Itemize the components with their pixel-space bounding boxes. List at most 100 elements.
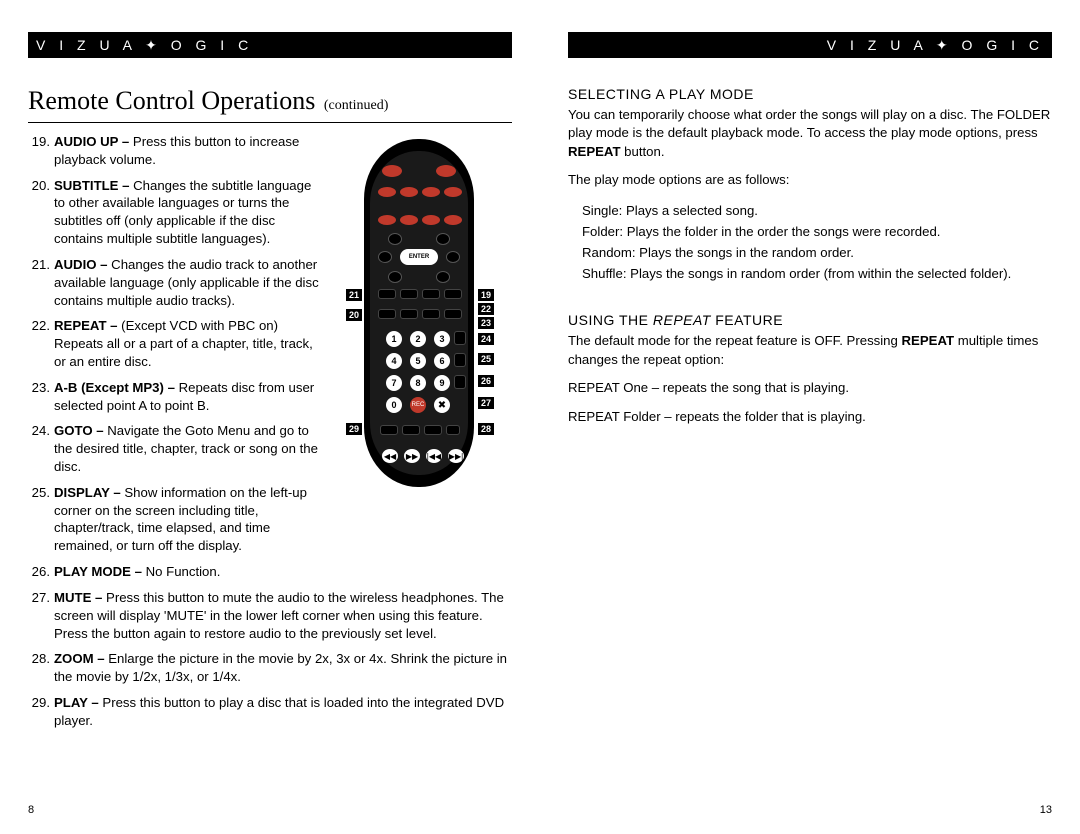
- instruction-item: 20.SUBTITLE – Changes the subtitle langu…: [28, 177, 324, 248]
- fr-btn: ◀◀: [382, 449, 398, 463]
- instruction-item: 23.A-B (Except MP3) – Repeats disc from …: [28, 379, 324, 415]
- callout-24: 24: [478, 333, 494, 345]
- instruction-item: 27.MUTE – Press this button to mute the …: [28, 589, 512, 642]
- key-6: 6: [434, 353, 450, 369]
- instruction-item: 25.DISPLAY – Show information on the lef…: [28, 484, 324, 555]
- item-body: PLAY – Press this button to play a disc …: [54, 694, 512, 730]
- item-label: PLAY –: [54, 695, 99, 710]
- item-label: AUDIO UP –: [54, 134, 129, 149]
- key-1: 1: [386, 331, 402, 347]
- prev-btn: |◀◀: [426, 449, 442, 463]
- manual-page-left: V I Z U A ✦ O G I C Remote Control Opera…: [0, 0, 540, 834]
- text-fragment: The default mode for the repeat feature …: [568, 333, 902, 348]
- playmode-paragraph-1: You can temporarily choose what order th…: [568, 106, 1052, 161]
- select-btn-3: [422, 215, 440, 225]
- callout-19: 19: [478, 289, 494, 301]
- instruction-item: 28.ZOOM – Enlarge the picture in the mov…: [28, 650, 512, 686]
- repeat-btn: [422, 309, 440, 319]
- page-title-continued: (continued): [324, 98, 389, 113]
- italic-repeat: REPEAT: [653, 312, 711, 328]
- play-btn: [380, 425, 398, 435]
- text-fragment: You can temporarily choose what order th…: [568, 107, 1050, 140]
- two-column-wrap: 19.AUDIO UP – Press this button to incre…: [28, 133, 512, 563]
- callout-29: 29: [346, 423, 362, 435]
- item-number: 25.: [28, 484, 54, 555]
- key-4: 4: [386, 353, 402, 369]
- item-text: Enlarge the picture in the movie by 2x, …: [54, 651, 507, 684]
- zoom-btn: [436, 165, 456, 177]
- item-body: AUDIO – Changes the audio track to anoth…: [54, 256, 324, 309]
- eject-btn: [444, 215, 462, 225]
- audio-up-btn: [444, 289, 462, 299]
- pause-btn: [424, 425, 442, 435]
- item-label: DISPLAY –: [54, 485, 121, 500]
- repeat-paragraph-3: REPEAT Folder – repeats the folder that …: [568, 408, 1052, 426]
- item-number: 22.: [28, 317, 54, 370]
- text-fragment: USING THE: [568, 312, 653, 328]
- instruction-list-top: 19.AUDIO UP – Press this button to incre…: [28, 133, 324, 555]
- key-7: 7: [386, 375, 402, 391]
- item-number: 28.: [28, 650, 54, 686]
- item-text: Press this button to play a disc that is…: [54, 695, 504, 728]
- select-btn-1: [378, 187, 396, 197]
- instruction-text-column: 19.AUDIO UP – Press this button to incre…: [28, 133, 324, 563]
- instruction-item: 29.PLAY – Press this button to play a di…: [28, 694, 512, 730]
- manual-page-right: V I Z U A ✦ O G I C SELECTING A PLAY MOD…: [540, 0, 1080, 834]
- nav-dn-l: [388, 271, 402, 283]
- brand-header-left: V I Z U A ✦ O G I C: [28, 32, 512, 58]
- item-number: 23.: [28, 379, 54, 415]
- instruction-item: 26.PLAY MODE – No Function.: [28, 563, 512, 581]
- item-text: Press this button to mute the audio to t…: [54, 590, 504, 641]
- bold-repeat-1: REPEAT: [568, 144, 621, 159]
- callout-22: 22: [478, 303, 494, 315]
- playmode-option: Folder: Plays the folder in the order th…: [582, 221, 1052, 242]
- down-btn-1: [400, 187, 418, 197]
- section-heading-playmode: SELECTING A PLAY MODE: [568, 86, 1052, 102]
- page-title-row: Remote Control Operations (continued): [28, 86, 512, 123]
- callout-25: 25: [478, 353, 494, 365]
- callout-26: 26: [478, 375, 494, 387]
- callout-28: 28: [478, 423, 494, 435]
- item-label: REPEAT –: [54, 318, 118, 333]
- onoff-btn: [400, 215, 418, 225]
- bold-repeat-2: REPEAT: [902, 333, 955, 348]
- page-number-left: 8: [28, 804, 34, 816]
- key-2: 2: [410, 331, 426, 347]
- instruction-item: 21.AUDIO – Changes the audio track to an…: [28, 256, 324, 309]
- key-5: 5: [410, 353, 426, 369]
- item-body: MUTE – Press this button to mute the aud…: [54, 589, 512, 642]
- stop-btn: [402, 425, 420, 435]
- item-label: AUDIO –: [54, 257, 108, 272]
- item-label: SUBTITLE –: [54, 178, 129, 193]
- callout-23: 23: [478, 317, 494, 329]
- item-body: REPEAT – (Except VCD with PBC on) Repeat…: [54, 317, 324, 370]
- item-label: GOTO –: [54, 423, 104, 438]
- select-btn-2: [444, 187, 462, 197]
- display-btn: [454, 353, 466, 367]
- page-number-right: 13: [1040, 804, 1052, 816]
- item-body: GOTO – Navigate the Goto Menu and go to …: [54, 422, 324, 475]
- aux-power-btn: [378, 215, 396, 225]
- audio-dn-btn: [422, 289, 440, 299]
- menu-btn: [400, 289, 418, 299]
- item-number: 20.: [28, 177, 54, 248]
- title-btn: [378, 289, 396, 299]
- item-number: 24.: [28, 422, 54, 475]
- ab-btn: [444, 309, 462, 319]
- text-fragment: button.: [621, 144, 665, 159]
- brand-text-right: V I Z U A ✦ O G I C: [827, 37, 1044, 54]
- rec-btn: REC: [410, 397, 426, 413]
- key-3: 3: [434, 331, 450, 347]
- nav-left: [378, 251, 392, 263]
- up-btn-1: [422, 187, 440, 197]
- item-number: 27.: [28, 589, 54, 642]
- callout-20: 20: [346, 309, 362, 321]
- key-mute: ✖: [434, 397, 450, 413]
- slow-btn: [446, 425, 460, 435]
- item-body: DISPLAY – Show information on the left-u…: [54, 484, 324, 555]
- nav-dn-r: [436, 271, 450, 283]
- item-number: 26.: [28, 563, 54, 581]
- repeat-paragraph-1: The default mode for the repeat feature …: [568, 332, 1052, 369]
- item-number: 19.: [28, 133, 54, 169]
- playmode-options-list: Single: Plays a selected song.Folder: Pl…: [582, 200, 1052, 285]
